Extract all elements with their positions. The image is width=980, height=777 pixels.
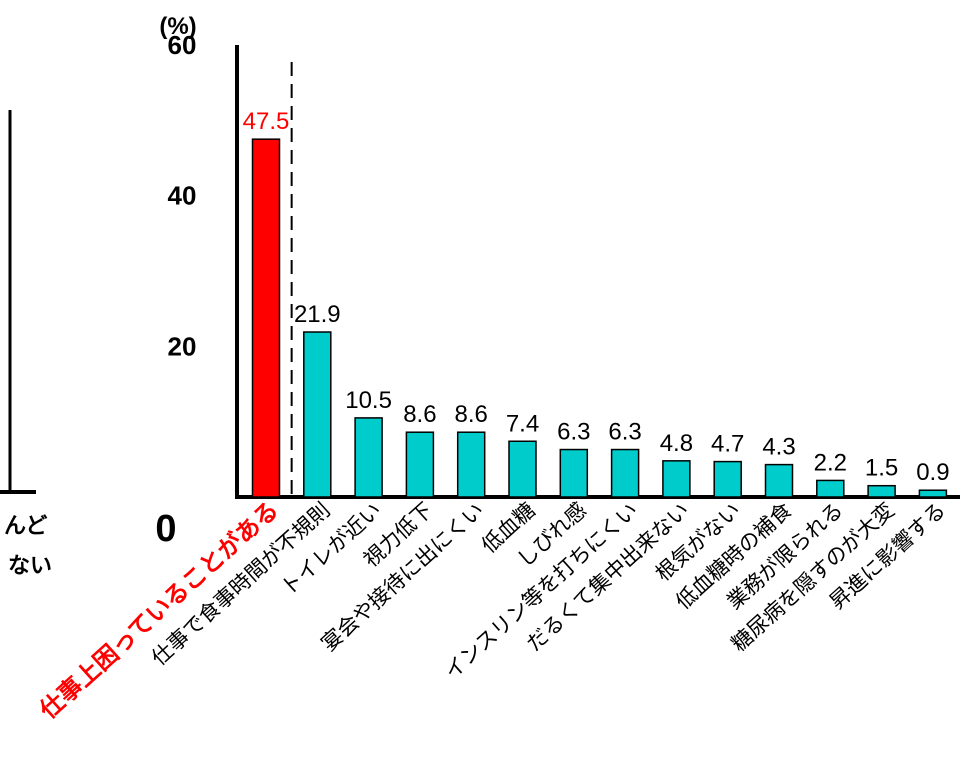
bar [303, 331, 332, 498]
data-label: 7.4 [506, 410, 539, 437]
bar [816, 479, 845, 498]
data-label: 1.5 [865, 455, 898, 482]
bars-group [251, 62, 948, 498]
data-label: 47.5 [243, 108, 290, 135]
data-label: 2.2 [814, 449, 847, 476]
bar [764, 463, 794, 498]
data-labels-group: 47.5 21.9 10.5 8.6 8.6 7.4 6.3 6.3 4.8 4.7 4.3 2.2 1… [243, 108, 950, 486]
data-label: 4.8 [660, 430, 693, 457]
data-label: 21.9 [294, 301, 341, 328]
bar [508, 440, 537, 498]
bar [713, 460, 742, 498]
data-label: 8.6 [403, 401, 436, 428]
data-label: 8.6 [455, 401, 488, 428]
y-axis-unit: (%) [159, 13, 196, 40]
bar [662, 460, 691, 498]
bar [918, 489, 948, 498]
bar [610, 448, 640, 498]
left-chart-label-2: ない [8, 554, 52, 579]
bar [354, 417, 383, 498]
data-label: 10.5 [345, 387, 392, 414]
bar [456, 431, 486, 498]
y-tick-label: 20 [168, 331, 197, 361]
y-tick-label: 40 [168, 181, 197, 211]
bar [405, 431, 435, 498]
data-label: 6.3 [557, 419, 590, 446]
data-label: 4.3 [762, 434, 795, 461]
data-label: 4.7 [711, 431, 744, 458]
left-chart-label-1: んど [4, 514, 47, 539]
bar-highlight [251, 138, 281, 498]
data-label: 0.9 [916, 459, 949, 486]
bar [867, 484, 896, 498]
bar [559, 448, 589, 498]
y-tick-label: 0 [155, 508, 176, 550]
y-tick-label: 60 [168, 30, 197, 60]
data-label: 6.3 [608, 419, 641, 446]
